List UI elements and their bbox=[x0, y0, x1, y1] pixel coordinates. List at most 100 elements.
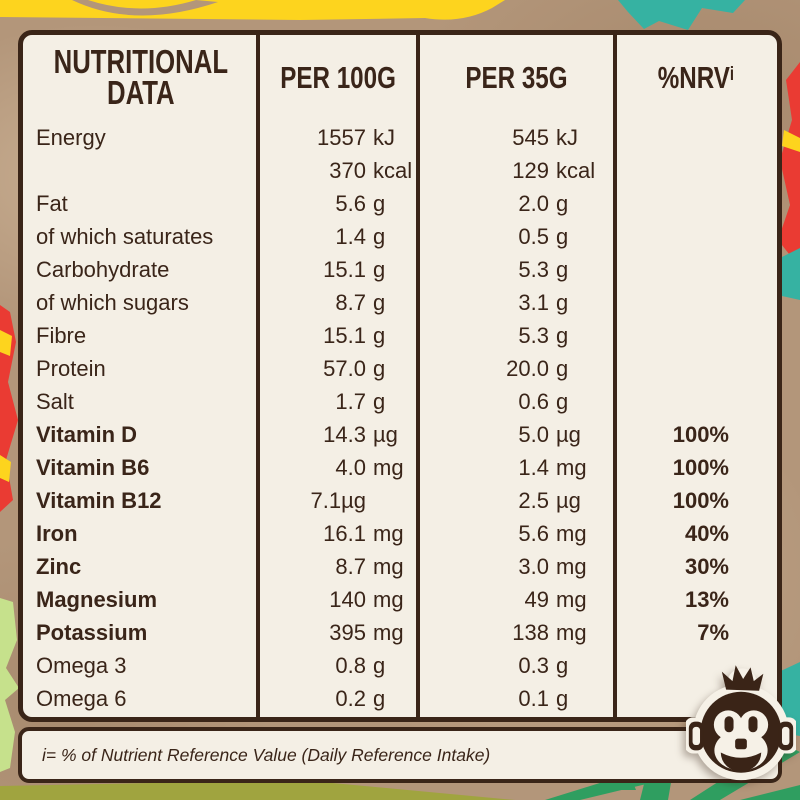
value-number: 370 bbox=[329, 157, 366, 183]
table-row: of which saturates 1.4 g 0.5 g bbox=[23, 220, 777, 253]
per-100g-value: 15.1 g bbox=[258, 323, 418, 349]
value-number: 3.1 bbox=[518, 289, 549, 315]
per-100g-value: 0.2 g bbox=[258, 686, 418, 712]
value-number: 8.7 bbox=[335, 553, 366, 579]
per-100g-value: 1.4 g bbox=[258, 224, 418, 250]
per-100g-value: 5.6 g bbox=[258, 191, 418, 217]
value-number: 15.1 bbox=[323, 322, 366, 348]
value-number: 7.1µg bbox=[310, 487, 367, 513]
value-unit: kcal bbox=[373, 157, 413, 183]
column-header-per-35g: PER 35G bbox=[465, 60, 568, 95]
column-divider bbox=[256, 35, 260, 717]
per-100g-value: 57.0 g bbox=[258, 356, 418, 382]
value-unit: g bbox=[373, 289, 386, 315]
value-number: 14.3 bbox=[323, 421, 366, 447]
column-divider bbox=[613, 35, 617, 717]
per-100g-value: 14.3 µg bbox=[258, 422, 418, 448]
per-100g-value: 16.1 mg bbox=[258, 521, 418, 547]
value-number: 5.3 bbox=[518, 256, 549, 282]
per-35g-value: 5.3 g bbox=[418, 257, 615, 283]
value-unit: g bbox=[373, 652, 386, 678]
per-100g-value: 8.7 g bbox=[258, 290, 418, 316]
value-number: 2.0 bbox=[518, 190, 549, 216]
per-100g-value: 140 mg bbox=[258, 587, 418, 613]
nutrient-label: Iron bbox=[36, 520, 78, 546]
nutrient-label: Omega 3 bbox=[36, 652, 127, 678]
per-35g-value: 0.5 g bbox=[418, 224, 615, 250]
table-row: Fat 5.6 g 2.0 g bbox=[23, 187, 777, 220]
per-100g-value: 4.0 mg bbox=[258, 455, 418, 481]
per-35g-value: 5.0 µg bbox=[418, 422, 615, 448]
value-unit: mg bbox=[556, 454, 587, 480]
value-number: 545 bbox=[512, 124, 549, 150]
nutrient-label: of which saturates bbox=[36, 223, 214, 249]
per-100g-value: 7.1µg bbox=[258, 488, 418, 514]
table-rows: Energy 1557 kJ 545 kJ 370 kcal 129 kcal Fat 5.6 g 2.… bbox=[23, 121, 777, 715]
value-number: 8.7 bbox=[335, 289, 366, 315]
table-row: Protein 57.0 g 20.0 g bbox=[23, 352, 777, 385]
value-number: 1557 bbox=[317, 124, 366, 150]
table-row: Vitamin D 14.3 µg 5.0 µg 100% bbox=[23, 418, 777, 451]
value-unit: mg bbox=[556, 619, 587, 645]
value-number: 5.0 bbox=[518, 421, 549, 447]
nutrient-label: Protein bbox=[36, 355, 106, 381]
nrv-value: 40% bbox=[684, 520, 729, 546]
value-number: 0.2 bbox=[335, 685, 366, 711]
column-divider bbox=[416, 35, 420, 717]
per-35g-value: 0.6 g bbox=[418, 389, 615, 415]
table-row: Fibre 15.1 g 5.3 g bbox=[23, 319, 777, 352]
per-100g-value: 0.8 g bbox=[258, 653, 418, 679]
value-number: 0.3 bbox=[518, 652, 549, 678]
value-unit: kJ bbox=[373, 124, 395, 150]
value-unit: g bbox=[373, 223, 386, 249]
nutrition-table: NUTRITIONAL DATA PER 100G PER 35G %NRVi … bbox=[18, 30, 782, 722]
value-unit: g bbox=[373, 322, 386, 348]
yellow-shape bbox=[0, 0, 505, 20]
per-35g-value: 0.1 g bbox=[418, 686, 615, 712]
table-row: Salt 1.7 g 0.6 g bbox=[23, 385, 777, 418]
footnote-text: i= % of Nutrient Reference Value (Daily … bbox=[42, 744, 491, 765]
value-unit: g bbox=[556, 256, 569, 282]
value-number: 5.6 bbox=[335, 190, 366, 216]
nutrient-label: Zinc bbox=[36, 553, 82, 579]
per-35g-value: 49 mg bbox=[418, 587, 615, 613]
table-row: 370 kcal 129 kcal bbox=[23, 154, 777, 187]
value-number: 138 bbox=[512, 619, 549, 645]
value-unit: g bbox=[373, 685, 386, 711]
table-header: NUTRITIONAL DATA PER 100G PER 35G %NRVi bbox=[23, 35, 777, 121]
value-number: 395 bbox=[329, 619, 366, 645]
value-number: 5.3 bbox=[518, 322, 549, 348]
monkey-logo bbox=[686, 665, 796, 781]
table-row: Potassium 395 mg 138 mg 7% bbox=[23, 616, 777, 649]
column-header-nrv: %NRVi bbox=[657, 60, 735, 95]
monkey-hair bbox=[721, 665, 764, 691]
nrv-value: 7% bbox=[697, 619, 729, 645]
value-unit: kJ bbox=[556, 124, 578, 150]
value-unit: mg bbox=[373, 520, 404, 546]
monkey-eye-right bbox=[748, 716, 758, 733]
value-unit: mg bbox=[556, 586, 587, 612]
nutrient-label: Energy bbox=[36, 124, 106, 150]
nutrient-label: Magnesium bbox=[36, 586, 158, 612]
table-row: Vitamin B6 4.0 mg 1.4 mg 100% bbox=[23, 451, 777, 484]
value-number: 1.4 bbox=[335, 223, 366, 249]
value-number: 57.0 bbox=[323, 355, 366, 381]
nutrient-label: Vitamin B12 bbox=[36, 487, 162, 513]
value-unit: mg bbox=[556, 553, 587, 579]
value-unit: µg bbox=[556, 421, 581, 447]
value-unit: mg bbox=[373, 553, 404, 579]
value-number: 0.1 bbox=[518, 685, 549, 711]
value-unit: g bbox=[556, 685, 569, 711]
table-row: Iron 16.1 mg 5.6 mg 40% bbox=[23, 517, 777, 550]
value-unit: kcal bbox=[556, 157, 596, 183]
nrv-value: 100% bbox=[672, 454, 729, 480]
table-row: Omega 3 0.8 g 0.3 g bbox=[23, 649, 777, 682]
value-unit: g bbox=[373, 355, 386, 381]
value-unit: g bbox=[373, 190, 386, 216]
per-35g-value: 0.3 g bbox=[418, 653, 615, 679]
per-100g-value: 1.7 g bbox=[258, 389, 418, 415]
value-unit: g bbox=[556, 289, 569, 315]
value-number: 129 bbox=[512, 157, 549, 183]
yellow-mark-left-2 bbox=[0, 455, 11, 482]
